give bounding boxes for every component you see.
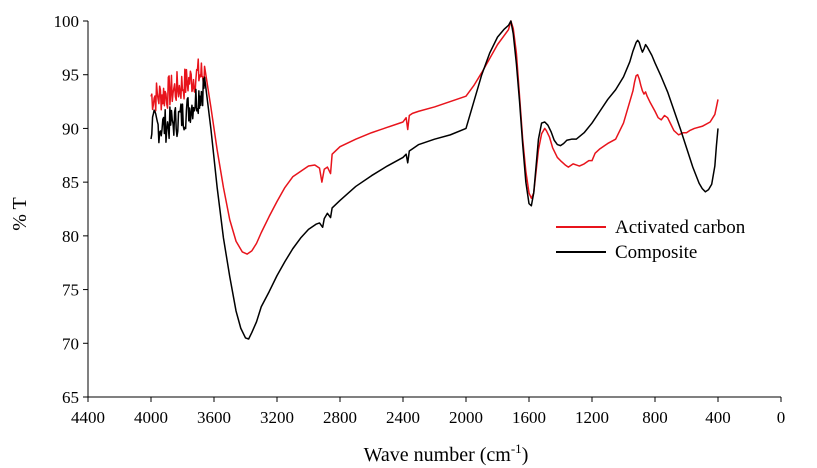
y-tick-label: 100 bbox=[54, 12, 80, 31]
legend: Activated carbon Composite bbox=[556, 217, 746, 263]
x-ticks: 4400 4000 3600 3200 2800 2400 2000 1600 1200 800 4… bbox=[71, 397, 785, 427]
y-tick-label: 65 bbox=[62, 388, 79, 407]
x-axis-title-suffix: ) bbox=[522, 444, 529, 466]
x-tick-label: 2800 bbox=[323, 408, 357, 427]
y-tick-label: 75 bbox=[62, 281, 79, 300]
y-tick-label: 90 bbox=[62, 119, 79, 138]
x-tick-label: 0 bbox=[777, 408, 786, 427]
y-axis-title: % T bbox=[9, 197, 31, 231]
x-axis-title-superscript: -1 bbox=[511, 441, 522, 456]
x-tick-label: 400 bbox=[705, 408, 731, 427]
x-axis-title-main: Wave number (cm bbox=[364, 444, 512, 466]
legend-label: Composite bbox=[615, 242, 697, 263]
y-tick-label: 70 bbox=[62, 334, 79, 353]
y-tick-label: 95 bbox=[62, 66, 79, 85]
x-tick-label: 3600 bbox=[197, 408, 231, 427]
x-tick-label: 1600 bbox=[512, 408, 546, 427]
x-tick-label: 800 bbox=[642, 408, 668, 427]
x-tick-label: 4400 bbox=[71, 408, 105, 427]
x-tick-label: 1200 bbox=[575, 408, 609, 427]
series-line-composite bbox=[150, 20, 719, 340]
axes: 4400 4000 3600 3200 2800 2400 2000 1600 1200 800 4… bbox=[54, 12, 786, 427]
plot-lines bbox=[150, 20, 719, 340]
x-axis-title: Wave number (cm-1) bbox=[364, 441, 529, 466]
x-tick-label: 3200 bbox=[260, 408, 294, 427]
y-tick-label: 80 bbox=[62, 227, 79, 246]
legend-label: Activated carbon bbox=[615, 217, 746, 238]
y-ticks: 65 70 75 80 85 90 95 100 bbox=[54, 12, 88, 407]
x-tick-label: 2000 bbox=[449, 408, 483, 427]
x-tick-label: 4000 bbox=[134, 408, 168, 427]
y-tick-label: 85 bbox=[62, 173, 79, 192]
x-tick-label: 2400 bbox=[386, 408, 420, 427]
series-line-activated-carbon bbox=[150, 20, 719, 255]
